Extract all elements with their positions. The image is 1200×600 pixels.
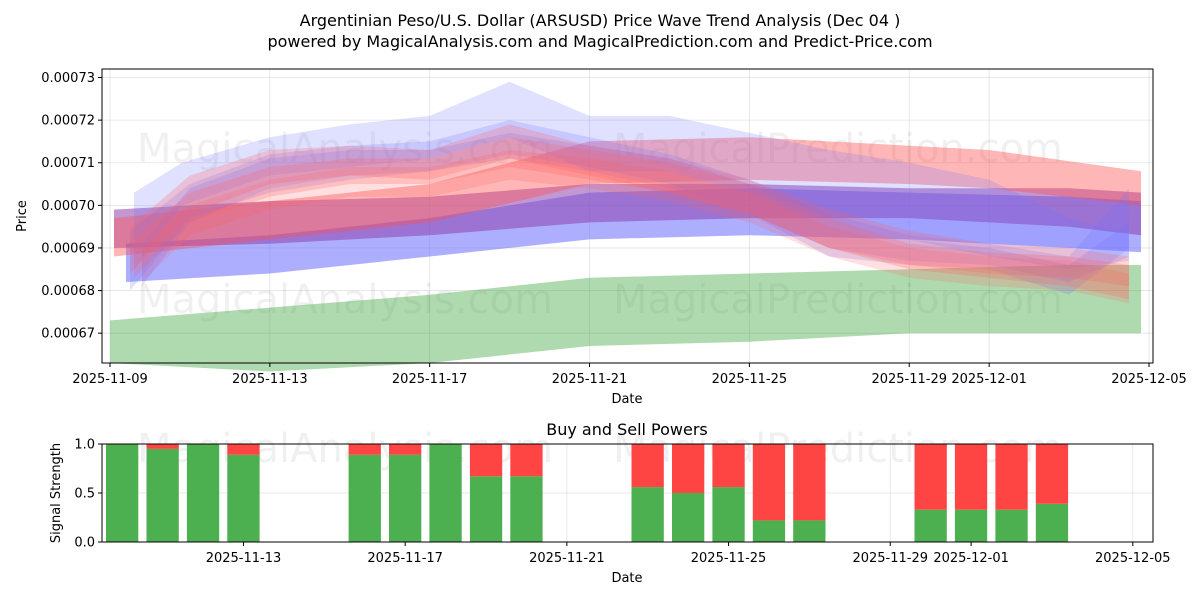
buy-bar-10	[672, 493, 705, 542]
price-bands	[110, 81, 1141, 372]
sell-bar-5	[389, 444, 422, 455]
sell-bar-7	[469, 444, 503, 477]
sell-bar-10	[672, 444, 705, 493]
band-blue-wave-3	[142, 132, 1129, 287]
buy-bar-0	[106, 444, 139, 542]
power-xtick-label-4: 2025-11-29	[852, 551, 928, 566]
price-xtick-label-0: 2025-11-09	[72, 372, 148, 387]
buy-bar-14	[914, 509, 947, 542]
price-axes-frame	[101, 68, 1154, 364]
buy-bar-6	[429, 444, 462, 542]
buy-bar-15	[954, 509, 988, 542]
price-ytick-label-1: 0.00068	[41, 284, 95, 299]
price-ytick-label-4: 0.00071	[41, 156, 95, 171]
power-xtick-label-5: 2025-12-01	[933, 551, 1009, 566]
price-y-ticks: 0.00067 0.00068 0.00069 0.00070 0.00071 0.000…	[41, 71, 102, 342]
sell-bar-14	[914, 444, 947, 510]
power-xtick-label-1: 2025-11-17	[367, 551, 443, 566]
price-ytick-label-6: 0.00073	[41, 71, 95, 86]
sell-bar-13	[793, 444, 826, 521]
sell-bar-8	[510, 444, 543, 477]
buy-bar-8	[510, 476, 543, 542]
price-xtick-label-2: 2025-11-17	[392, 372, 468, 387]
buy-bar-5	[389, 454, 422, 542]
band-blue-wave-2	[130, 120, 1129, 295]
sell-bar-9	[631, 444, 664, 488]
price-chart: MagicalAnalysis.com MagicalPrediction.co…	[15, 68, 1187, 407]
buy-bar-11	[712, 487, 745, 542]
price-xtick-label-3: 2025-11-21	[552, 372, 628, 387]
sell-bar-1	[146, 444, 179, 449]
chart-title: Argentinian Peso/U.S. Dollar (ARSUSD) Pr…	[300, 11, 901, 30]
power-y-ticks: 0.0 0.5 1.0	[74, 438, 102, 551]
power-y-label: Signal Strength	[49, 443, 64, 543]
price-grid	[102, 69, 1153, 363]
price-xtick-label-6: 2025-12-01	[951, 372, 1027, 387]
price-x-ticks: 2025-11-09 2025-11-13 2025-11-17 2025-11-21…	[72, 363, 1187, 387]
band-red-wave-1	[130, 124, 1129, 287]
power-x-label: Date	[611, 571, 642, 586]
sell-bar-17	[1035, 444, 1069, 504]
power-ytick-label-2: 1.0	[74, 438, 95, 453]
buy-bar-1	[146, 448, 179, 542]
chart-subtitle: powered by MagicalAnalysis.com and Magic…	[267, 32, 932, 51]
power-xtick-label-3: 2025-11-25	[691, 551, 767, 566]
power-bars	[106, 444, 1069, 542]
buy-bar-2	[186, 444, 220, 542]
price-ytick-label-5: 0.00072	[41, 114, 95, 129]
sell-bar-16	[995, 444, 1028, 510]
price-ytick-label-3: 0.00070	[41, 199, 95, 214]
band-red-upper-band	[114, 137, 1141, 257]
price-ytick-label-0: 0.00067	[41, 327, 95, 342]
power-x-ticks: 2025-11-13 2025-11-17 2025-11-21 2025-11-25…	[206, 542, 1171, 566]
sell-bar-3	[227, 444, 260, 455]
band-green-band	[110, 265, 1141, 372]
price-x-label: Date	[611, 392, 642, 407]
buy-bar-7	[469, 476, 503, 542]
power-ytick-label-0: 0.0	[74, 536, 95, 551]
price-xtick-label-5: 2025-11-29	[871, 372, 947, 387]
band-purple-band	[114, 184, 1141, 248]
power-xtick-label-2: 2025-11-21	[529, 551, 605, 566]
price-watermark-3: MagicalAnalysis.com	[137, 277, 553, 323]
power-chart: Buy and Sell Powers MagicalAnalysis.com …	[49, 420, 1171, 586]
price-watermark-2: MagicalPrediction.com	[613, 126, 1063, 172]
band-blue-wave-1	[134, 81, 1129, 270]
buy-bar-13	[793, 520, 826, 542]
buy-bar-16	[995, 509, 1028, 542]
buy-bar-9	[631, 487, 664, 542]
power-ytick-label-1: 0.5	[74, 487, 95, 502]
price-xtick-label-4: 2025-11-25	[712, 372, 788, 387]
price-xtick-label-7: 2025-12-05	[1111, 372, 1187, 387]
band-red-wave-3	[142, 150, 1129, 304]
buy-bar-4	[348, 454, 381, 542]
price-xtick-label-1: 2025-11-13	[232, 372, 308, 387]
buy-bar-3	[227, 454, 260, 542]
sell-bar-4	[348, 444, 381, 455]
power-xtick-label-0: 2025-11-13	[206, 551, 282, 566]
sell-bar-11	[712, 444, 745, 488]
price-ytick-label-2: 0.00069	[41, 241, 95, 256]
buy-bar-17	[1035, 503, 1069, 542]
price-y-label: Price	[15, 200, 30, 232]
band-red-wave-2	[134, 137, 1129, 300]
sell-bar-15	[954, 444, 988, 510]
power-chart-title: Buy and Sell Powers	[546, 420, 708, 439]
price-watermark-1: MagicalAnalysis.com	[137, 126, 553, 172]
buy-bar-12	[752, 520, 786, 542]
sell-bar-12	[752, 444, 786, 521]
price-watermark-4: MagicalPrediction.com	[613, 277, 1063, 323]
power-xtick-label-6: 2025-12-05	[1095, 551, 1171, 566]
